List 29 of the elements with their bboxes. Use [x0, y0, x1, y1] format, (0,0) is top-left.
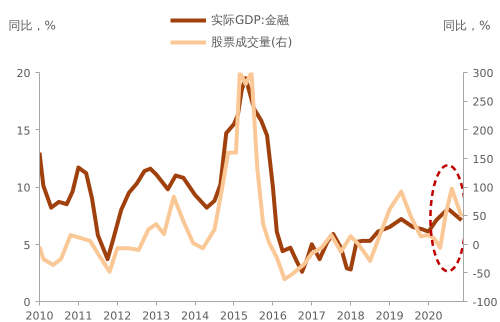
legend-label: 实际GDP:金融 — [211, 12, 289, 28]
y-tick-label: 20 — [16, 67, 31, 80]
y2-tick-label: -100 — [472, 296, 498, 309]
x-tick-label: 2016 — [258, 310, 287, 322]
x-tick-label: 2019 — [376, 310, 404, 322]
y2-tick-label: 100 — [472, 182, 494, 194]
y-tick-label: 15 — [16, 124, 31, 138]
x-tick-label: 2011 — [64, 310, 92, 322]
x-tick-label: 2020 — [414, 310, 442, 322]
x-tick-label: 2010 — [26, 310, 54, 322]
y2-tick-label: -50 — [472, 267, 490, 280]
y2-tick-label: 150 — [472, 152, 494, 166]
legend-label: 股票成交量(右) — [211, 34, 292, 50]
y2-tick-label: 300 — [472, 67, 494, 80]
y2-tick-label: 0 — [472, 238, 480, 252]
y2-tick-label: 200 — [472, 124, 494, 138]
y2-tick-label: 250 — [472, 96, 494, 109]
x-tick-label: 2015 — [220, 310, 248, 322]
y2-tick-label: 50 — [472, 210, 486, 224]
y-tick-label: 10 — [16, 182, 31, 194]
y2-axis-title: 同比，% — [443, 18, 491, 32]
y-tick-label: 5 — [24, 238, 30, 252]
x-tick-label: 2012 — [103, 310, 132, 322]
x-tick-label: 2017 — [298, 310, 326, 322]
y-tick-label: 0 — [24, 296, 30, 309]
y-axis-title: 同比，% — [8, 18, 56, 32]
x-tick-label: 2018 — [336, 310, 365, 322]
x-tick-label: 2014 — [181, 310, 210, 322]
x-tick-label: 2013 — [142, 310, 170, 322]
